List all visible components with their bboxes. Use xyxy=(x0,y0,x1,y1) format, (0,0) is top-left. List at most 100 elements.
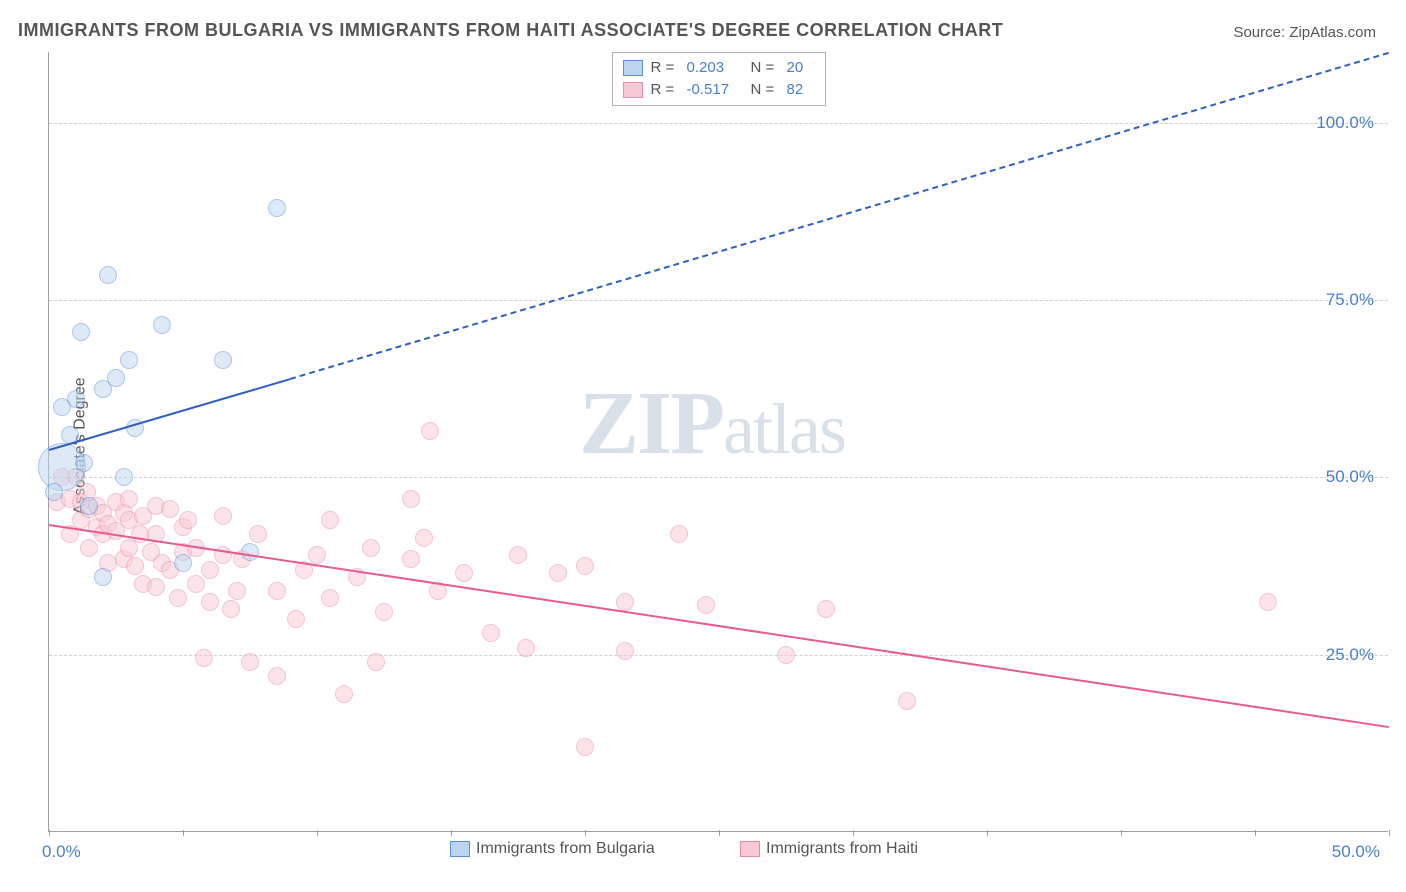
scatter-point-haiti xyxy=(120,490,138,508)
x-tick xyxy=(451,830,452,836)
scatter-point-haiti xyxy=(222,600,240,618)
y-tick-label: 75.0% xyxy=(1326,290,1374,310)
x-tick xyxy=(1389,830,1390,836)
r-value-haiti: -0.517 xyxy=(687,79,743,101)
scatter-point-haiti xyxy=(147,578,165,596)
scatter-point-haiti xyxy=(80,539,98,557)
scatter-point-haiti xyxy=(268,667,286,685)
scatter-point-haiti xyxy=(161,500,179,518)
regression-line-bulgaria-solid xyxy=(49,378,291,451)
scatter-point-haiti xyxy=(421,422,439,440)
watermark-zip: ZIP xyxy=(579,374,723,473)
r-value-bulgaria: 0.203 xyxy=(687,57,743,79)
scatter-point-bulgaria xyxy=(268,199,286,217)
scatter-point-haiti xyxy=(335,685,353,703)
legend-label-haiti: Immigrants from Haiti xyxy=(766,840,918,858)
scatter-point-haiti xyxy=(375,603,393,621)
x-tick xyxy=(853,830,854,836)
scatter-point-bulgaria xyxy=(107,369,125,387)
gridline-h xyxy=(49,300,1388,301)
scatter-point-haiti xyxy=(1259,593,1277,611)
scatter-point-haiti xyxy=(455,564,473,582)
scatter-point-haiti xyxy=(214,507,232,525)
y-tick-label: 50.0% xyxy=(1326,467,1374,487)
scatter-point-haiti xyxy=(362,539,380,557)
source-label: Source: ZipAtlas.com xyxy=(1233,24,1376,41)
scatter-point-bulgaria xyxy=(174,554,192,572)
x-tick xyxy=(183,830,184,836)
n-label: N = xyxy=(751,79,779,101)
x-tick xyxy=(317,830,318,836)
scatter-point-bulgaria xyxy=(214,351,232,369)
scatter-point-bulgaria xyxy=(75,454,93,472)
x-tick xyxy=(585,830,586,836)
n-label: N = xyxy=(751,57,779,79)
scatter-point-bulgaria xyxy=(115,468,133,486)
scatter-point-bulgaria xyxy=(72,323,90,341)
scatter-point-haiti xyxy=(249,525,267,543)
correlation-legend: R = 0.203 N = 20 R = -0.517 N = 82 xyxy=(612,52,826,106)
x-tick-label-max: 50.0% xyxy=(1332,842,1380,862)
gridline-h xyxy=(49,123,1388,124)
scatter-point-haiti xyxy=(169,589,187,607)
y-tick-label: 100.0% xyxy=(1316,113,1374,133)
scatter-point-haiti xyxy=(616,642,634,660)
legend-label-bulgaria: Immigrants from Bulgaria xyxy=(476,840,655,858)
scatter-point-bulgaria xyxy=(45,483,63,501)
scatter-point-haiti xyxy=(576,557,594,575)
scatter-point-haiti xyxy=(228,582,246,600)
scatter-point-bulgaria xyxy=(80,497,98,515)
scatter-point-haiti xyxy=(201,593,219,611)
bottom-legend-bulgaria: Immigrants from Bulgaria xyxy=(450,840,655,858)
watermark-logo: ZIPatlas xyxy=(579,372,845,475)
n-value-haiti: 82 xyxy=(787,79,815,101)
scatter-point-haiti xyxy=(549,564,567,582)
swatch-haiti-bottom xyxy=(740,841,760,857)
scatter-point-haiti xyxy=(576,738,594,756)
scatter-point-haiti xyxy=(241,653,259,671)
legend-row-haiti: R = -0.517 N = 82 xyxy=(623,79,815,101)
regression-line-haiti xyxy=(49,524,1389,728)
scatter-point-haiti xyxy=(402,490,420,508)
gridline-h xyxy=(49,477,1388,478)
scatter-point-haiti xyxy=(415,529,433,547)
scatter-point-haiti xyxy=(777,646,795,664)
scatter-point-bulgaria xyxy=(241,543,259,561)
bottom-legend-haiti: Immigrants from Haiti xyxy=(740,840,918,858)
scatter-point-bulgaria xyxy=(99,266,117,284)
scatter-point-bulgaria xyxy=(120,351,138,369)
x-tick xyxy=(1255,830,1256,836)
scatter-point-haiti xyxy=(179,511,197,529)
scatter-point-haiti xyxy=(817,600,835,618)
x-tick xyxy=(1121,830,1122,836)
chart-title: IMMIGRANTS FROM BULGARIA VS IMMIGRANTS F… xyxy=(18,20,1003,41)
scatter-point-haiti xyxy=(697,596,715,614)
scatter-point-haiti xyxy=(509,546,527,564)
scatter-point-haiti xyxy=(616,593,634,611)
x-tick xyxy=(719,830,720,836)
x-tick-label-min: 0.0% xyxy=(42,842,81,862)
r-label: R = xyxy=(651,57,679,79)
scatter-point-bulgaria xyxy=(153,316,171,334)
scatter-point-haiti xyxy=(367,653,385,671)
swatch-bulgaria xyxy=(623,60,643,76)
scatter-point-haiti xyxy=(287,610,305,628)
r-label: R = xyxy=(651,79,679,101)
watermark-atlas: atlas xyxy=(723,389,845,469)
legend-row-bulgaria: R = 0.203 N = 20 xyxy=(623,57,815,79)
scatter-point-haiti xyxy=(126,557,144,575)
scatter-point-haiti xyxy=(187,575,205,593)
swatch-haiti xyxy=(623,82,643,98)
scatter-point-haiti xyxy=(201,561,219,579)
swatch-bulgaria-bottom xyxy=(450,841,470,857)
scatter-point-haiti xyxy=(482,624,500,642)
scatter-point-haiti xyxy=(517,639,535,657)
scatter-point-haiti xyxy=(195,649,213,667)
scatter-point-haiti xyxy=(402,550,420,568)
scatter-point-haiti xyxy=(321,511,339,529)
scatter-plot-area: ZIPatlas R = 0.203 N = 20 R = -0.517 N =… xyxy=(48,52,1388,832)
scatter-point-haiti xyxy=(670,525,688,543)
scatter-point-haiti xyxy=(308,546,326,564)
n-value-bulgaria: 20 xyxy=(787,57,815,79)
scatter-point-bulgaria xyxy=(67,390,85,408)
